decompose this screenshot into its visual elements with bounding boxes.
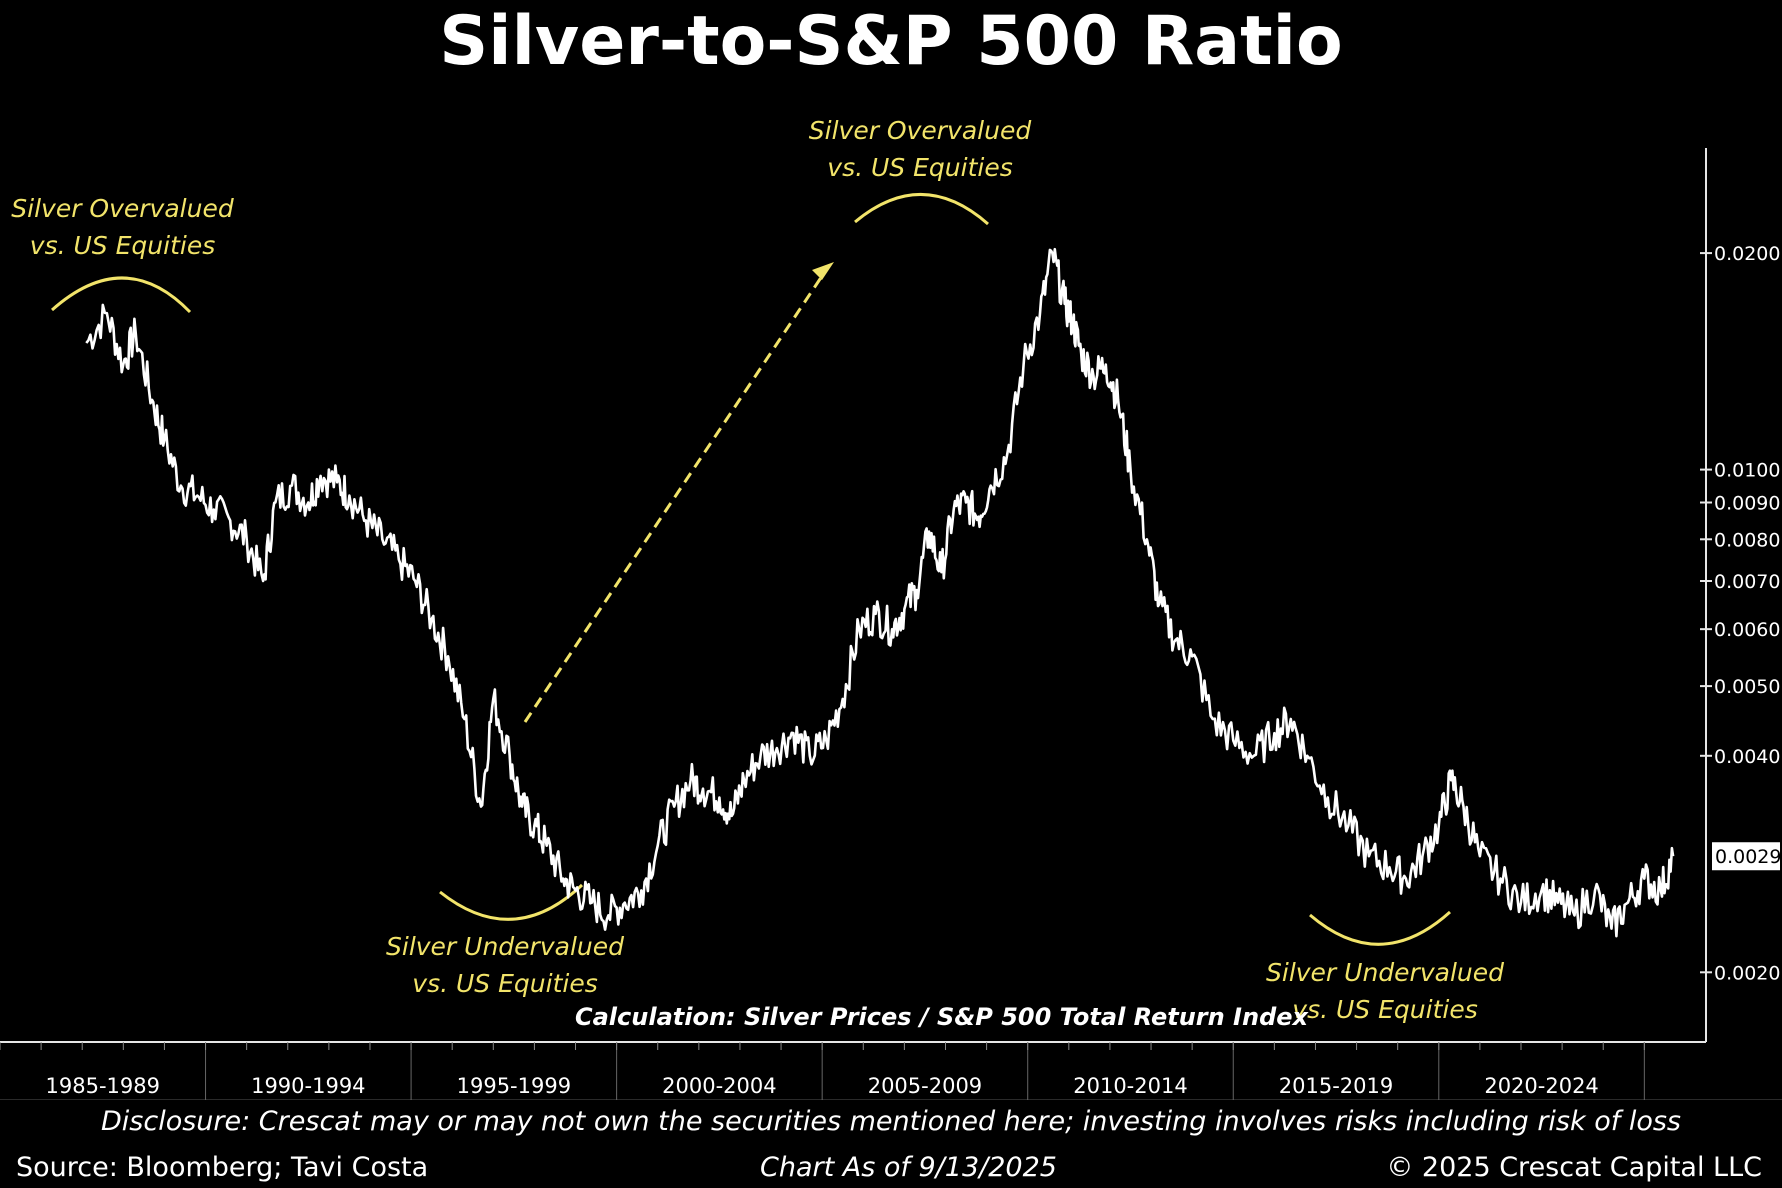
y-tick-label: 0.0070: [1714, 571, 1780, 593]
annotation-bottom-left-line2: vs. US Equities: [412, 969, 598, 998]
x-tick-label: 1990-1994: [251, 1074, 365, 1098]
annotation-bottom-right-line2: vs. US Equities: [1292, 995, 1478, 1024]
y-axis-ticks: 0.0020 0.0040 0.0050 0.0060 0.0070 0.0080 0.00…: [1700, 243, 1780, 984]
x-tick-label: 2010-2014: [1073, 1074, 1187, 1098]
calculation-note: Calculation: Silver Prices / S&P 500 Tot…: [575, 1003, 1309, 1031]
copyright-text: © 2025 Crescat Capital LLC: [1386, 1152, 1762, 1183]
x-tick-label: 1995-1999: [457, 1074, 571, 1098]
annotation-bottom-left: Silver Undervalued vs. US Equities: [375, 928, 635, 1002]
last-value-box: [1712, 842, 1780, 871]
x-tick-label: 2015-2019: [1279, 1074, 1393, 1098]
source-text: Source: Bloomberg; Tavi Costa: [16, 1152, 429, 1183]
annotation-top-center-line1: Silver Overvalued: [808, 116, 1032, 145]
annotation-top-center-line2: vs. US Equities: [827, 153, 1013, 182]
arc-bottom-left: [439, 883, 584, 921]
y-tick-label: 0.0080: [1714, 529, 1780, 551]
x-tick-label: 2000-2004: [662, 1074, 776, 1098]
x-tick-label: 2005-2009: [868, 1074, 982, 1098]
annotation-top-left: Silver Overvalued vs. US Equities: [0, 190, 245, 264]
y-tick-label: 0.0040: [1714, 746, 1780, 768]
arc-top-left: [51, 276, 192, 314]
y-tick-label: 0.0200: [1714, 243, 1780, 265]
annotation-top-left-line1: Silver Overvalued: [11, 194, 234, 223]
as-of-date: Chart As of 9/13/2025: [760, 1152, 1057, 1183]
disclosure-text: Disclosure: Crescat may or may not own t…: [101, 1106, 1681, 1137]
annotation-top-center: Silver Overvalued vs. US Equities: [800, 112, 1040, 186]
y-tick-label: 0.0100: [1714, 460, 1780, 482]
x-tick-label: 1985-1989: [46, 1074, 160, 1098]
x-tick-label: 2020-2024: [1484, 1074, 1598, 1098]
last-value-marker: 0.0029: [1712, 842, 1781, 871]
y-tick-label: 0.0020: [1714, 962, 1780, 984]
series-line-silver-sp500-ratio: [85, 247, 1675, 938]
annotation-top-left-line2: vs. US Equities: [29, 231, 216, 260]
chart-title: Silver-to-S&P 500 Ratio: [439, 2, 1343, 81]
arc-bottom-right: [1309, 910, 1452, 946]
y-tick-label: 0.0090: [1714, 493, 1780, 515]
y-tick-label: 0.0050: [1714, 676, 1780, 698]
last-value-label: 0.0029: [1715, 846, 1781, 868]
arc-top-center: [854, 193, 989, 226]
trend-arrow-head: [812, 262, 834, 280]
x-axis-ticks: 1985-1989 1990-1994 1995-1999 2000-2004 2005…: [0, 1042, 1645, 1100]
annotation-bottom-right: Silver Undervalued vs. US Equities: [1255, 954, 1515, 1028]
y-tick-label: 0.0060: [1714, 619, 1780, 641]
annotation-bottom-left-line1: Silver Undervalued: [386, 932, 624, 961]
chart-area: 0.0020 0.0040 0.0050 0.0060 0.0070 0.0080 0.00…: [0, 148, 1782, 1100]
trend-arrow-line: [523, 269, 828, 723]
annotation-bottom-right-line1: Silver Undervalued: [1266, 958, 1504, 987]
